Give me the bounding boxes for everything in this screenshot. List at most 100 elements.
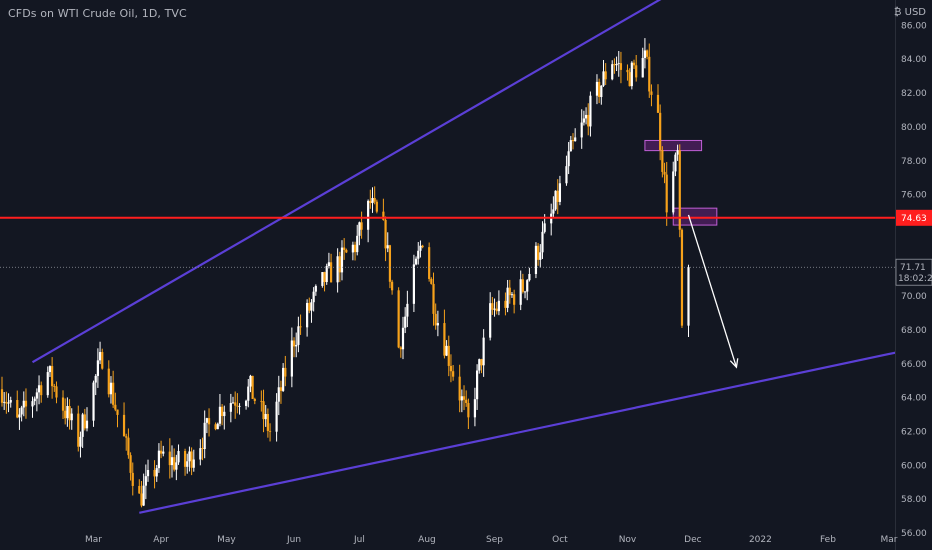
candle — [183, 448, 187, 476]
candlestick-series — [0, 38, 690, 508]
candle-body — [37, 385, 41, 393]
candle — [569, 135, 572, 152]
candle-body — [207, 418, 211, 425]
candle — [353, 241, 357, 261]
candle — [478, 358, 481, 374]
candle-body — [140, 493, 143, 506]
chart-title: CFDs on WTI Crude Oil, 1D, TVC — [8, 7, 187, 20]
candle — [236, 393, 239, 414]
candle — [554, 190, 557, 211]
candle — [417, 242, 420, 265]
candle — [491, 296, 494, 315]
candle — [428, 242, 431, 282]
y-tick-label: 86.00 — [901, 21, 927, 31]
candle — [229, 393, 232, 423]
candle-body — [523, 291, 527, 293]
candle-body — [79, 436, 82, 447]
candle-body — [284, 367, 287, 377]
candle-body — [388, 245, 392, 282]
candle — [360, 211, 363, 239]
candle — [279, 380, 283, 404]
candle — [628, 68, 631, 87]
candle — [94, 374, 97, 396]
candle — [556, 179, 559, 215]
candle — [142, 473, 145, 507]
candle — [96, 348, 99, 388]
candle — [79, 431, 82, 458]
candle-body — [251, 375, 254, 399]
candle — [310, 299, 313, 323]
candle — [678, 144, 681, 238]
candle — [528, 267, 531, 282]
candle — [574, 128, 577, 142]
candle-body — [46, 372, 49, 396]
candle-body — [571, 140, 575, 142]
candle — [33, 396, 36, 406]
candle-body — [672, 171, 675, 213]
candle-body — [155, 468, 158, 477]
candle — [421, 244, 424, 249]
channel-upper-line — [31, 0, 662, 364]
candle — [632, 59, 636, 69]
candle-body — [201, 448, 204, 450]
candle-body — [53, 386, 56, 387]
candle-body — [375, 201, 378, 212]
candle-body — [419, 245, 422, 251]
candle — [650, 84, 653, 107]
candle-body — [650, 91, 653, 95]
candle — [373, 186, 376, 205]
candle-body — [497, 300, 500, 312]
candle-body — [674, 154, 677, 172]
candle — [617, 50, 620, 77]
candle — [648, 43, 651, 98]
candle — [221, 404, 224, 426]
x-tick-label: Feb — [820, 535, 836, 545]
candle-body — [543, 223, 546, 232]
candle-body — [112, 382, 115, 405]
candle-body — [94, 375, 97, 383]
candle — [351, 241, 354, 261]
candle — [329, 253, 333, 283]
candle-body — [157, 450, 161, 469]
candle — [567, 142, 570, 175]
candle-body — [632, 62, 636, 66]
candle — [665, 162, 668, 226]
candle — [207, 408, 211, 437]
candle-body — [476, 370, 479, 400]
candle-body — [199, 448, 202, 460]
currency-label[interactable]: ₿ USD — [894, 7, 926, 18]
candle — [168, 438, 171, 479]
candle-body — [351, 244, 354, 253]
candle — [308, 297, 311, 314]
candle — [452, 364, 455, 381]
channel-lines — [31, 0, 895, 514]
candle — [109, 376, 113, 404]
candle — [155, 464, 158, 482]
candle-body — [238, 405, 241, 407]
candle-body — [327, 262, 331, 267]
x-tick-label: 2022 — [749, 535, 772, 545]
candle — [473, 387, 477, 427]
candle-body — [146, 470, 150, 477]
candle — [663, 162, 666, 184]
candle-body — [584, 114, 588, 119]
x-tick-label: Nov — [619, 535, 637, 545]
candle — [101, 348, 104, 370]
candle-body — [231, 402, 235, 404]
candle-body — [353, 244, 357, 253]
candle-body — [600, 85, 603, 98]
candle-body — [391, 281, 394, 291]
candle — [476, 364, 479, 410]
candle-body — [445, 345, 448, 356]
candle — [61, 390, 65, 420]
candle-body — [495, 308, 498, 312]
candle — [506, 279, 509, 313]
candle — [223, 405, 226, 430]
candle — [523, 290, 527, 299]
candle-body — [186, 461, 189, 467]
candle — [48, 365, 52, 378]
candle-body — [663, 171, 666, 175]
candle-body — [569, 140, 572, 152]
candle-body — [96, 360, 99, 376]
